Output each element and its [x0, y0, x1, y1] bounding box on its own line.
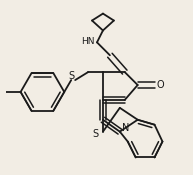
Text: N: N — [122, 123, 129, 133]
Text: O: O — [157, 80, 164, 90]
Text: S: S — [93, 129, 99, 139]
Text: S: S — [68, 71, 74, 81]
Text: HN: HN — [81, 37, 95, 46]
